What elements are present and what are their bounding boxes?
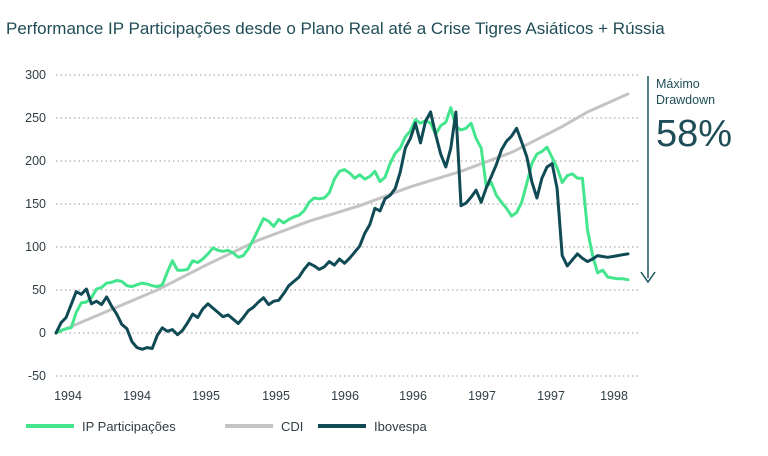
x-tick-label: 1995 [262,389,290,403]
series-line-cdi [54,92,630,335]
y-tick-label: 0 [39,326,46,340]
drawdown-value: 58% [656,113,732,155]
x-tick-label: 1997 [468,389,496,403]
series-layer [54,92,630,351]
legend-label-ip-participa-es: IP Participações [82,419,176,434]
y-tick-label: 300 [25,68,46,82]
chart-title: Performance IP Participações desde o Pla… [6,19,665,38]
x-tick-label: 1998 [600,389,628,403]
gridlines [56,74,640,377]
legend-label-cdi: CDI [281,419,303,434]
drawdown-label-line1: Máximo [656,77,700,91]
y-tick-label: 100 [25,240,46,254]
y-axis-ticks: 300 250 200 150 100 50 0 -50 [25,68,46,383]
x-tick-label: 1997 [537,389,565,403]
y-tick-label: 150 [25,197,46,211]
x-tick-label: 1994 [123,389,151,403]
legend-label-ibovespa: Ibovespa [374,419,428,434]
y-tick-label: 200 [25,154,46,168]
y-tick-label: 250 [25,111,46,125]
legend: IP Participações CDI Ibovespa [26,419,428,434]
y-tick-label: -50 [28,369,46,383]
x-axis-ticks: 1994 1994 1995 1995 1996 1996 1997 1997 1998 [54,389,628,403]
x-tick-label: 1995 [192,389,220,403]
drawdown-arrowhead-icon [640,271,656,284]
series-line-ibovespa [54,110,630,351]
drawdown-annotation: Máximo Drawdown 58% [640,76,732,284]
series-line-ip-participa-es [54,106,630,335]
x-tick-label: 1996 [399,389,427,403]
y-tick-label: 50 [32,283,46,297]
x-tick-label: 1996 [331,389,359,403]
drawdown-label-line2: Drawdown [656,93,715,107]
x-tick-label: 1994 [54,389,82,403]
